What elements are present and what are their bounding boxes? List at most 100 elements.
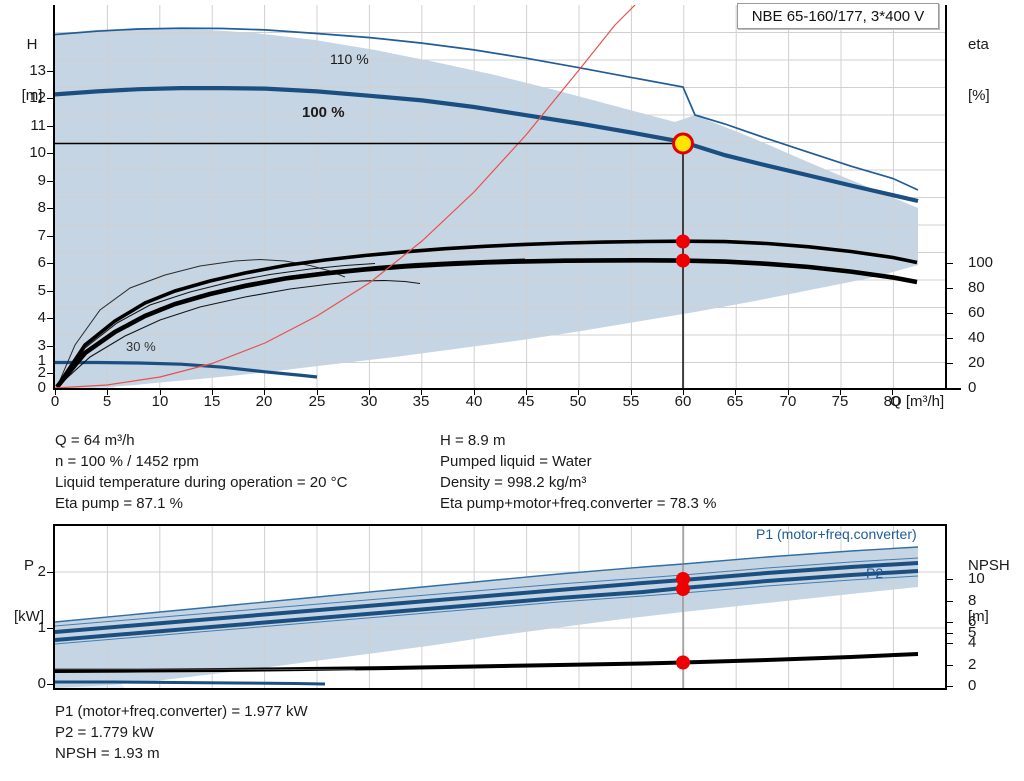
npsh-tick-0: 0 xyxy=(968,677,977,694)
annotation-110-percent: 110 % xyxy=(330,51,369,67)
duty-dot-efficiency-total xyxy=(676,253,690,268)
xtick-0: 0 xyxy=(50,393,60,410)
npsh-tick-6: 6 xyxy=(968,613,977,630)
xtick-60: 60 xyxy=(674,393,692,410)
ytick-13: 13 xyxy=(29,62,46,79)
xtick-80: 80 xyxy=(883,393,901,410)
ytickmark-12 xyxy=(47,98,53,99)
eta-tickmark-40 xyxy=(947,337,953,339)
xtickmark-40 xyxy=(474,389,475,395)
top-chart-y-axis-line xyxy=(53,5,55,390)
xtickmark-65 xyxy=(735,389,736,395)
bottom-chart-x-axis-line xyxy=(53,688,947,690)
npsh-tick-4: 4 xyxy=(968,634,977,651)
ytick-3: 3 xyxy=(37,337,46,354)
top-chart-svg xyxy=(55,5,945,388)
info-left-line-3: Eta pump = 87.1 % xyxy=(55,495,183,512)
duty-dot-p1 xyxy=(676,572,690,586)
xtickmark-50 xyxy=(578,389,579,395)
ytick-6: 6 xyxy=(37,254,46,271)
info-bottom-line-2: NPSH = 1.93 m xyxy=(55,745,160,762)
info-block-left: Q = 64 m³/h n = 100 % / 1452 rpm Liquid … xyxy=(55,430,347,514)
bottom-chart-y2-axis-title-line1: NPSH xyxy=(968,557,1010,574)
duty-point-marker xyxy=(672,132,694,155)
xtickmark-30 xyxy=(369,389,370,395)
xtick-15: 15 xyxy=(203,393,221,410)
curve-efficiency-pump xyxy=(55,239,918,388)
xtickmark-55 xyxy=(631,389,632,395)
eta-tick-40: 40 xyxy=(968,329,985,346)
xtick-10: 10 xyxy=(151,393,169,410)
eta-tick-100: 100 xyxy=(968,254,994,271)
eta-tick-80: 80 xyxy=(968,279,985,296)
xtick-50: 50 xyxy=(569,393,587,410)
xtickmark-80 xyxy=(892,389,893,395)
eta-tick-60: 60 xyxy=(968,304,985,321)
npsh-tickmark-4 xyxy=(947,642,953,644)
band-line-upper xyxy=(55,546,919,623)
legend-p2: P2 xyxy=(866,565,884,581)
info-right-line-1: Pumped liquid = Water xyxy=(440,453,592,470)
curve-efficiency-thin-small xyxy=(56,258,346,388)
npsh-tick-10: 10 xyxy=(968,570,985,587)
bottom-chart-y-axis-title-line1: P xyxy=(23,557,34,574)
duty-dot-efficiency-pump xyxy=(676,234,690,249)
ytick-0: 0 xyxy=(37,379,46,396)
info-right-line-0: H = 8.9 m xyxy=(440,432,506,449)
top-chart-y2-axis-title: eta [%] xyxy=(968,2,1018,138)
xtickmark-70 xyxy=(788,389,789,395)
ytick-1b: 1 xyxy=(37,352,46,369)
eta-tick-20: 20 xyxy=(968,354,985,371)
p-tick-1: 1 xyxy=(37,619,46,636)
xtick-55: 55 xyxy=(622,393,640,410)
npsh-tick-5: 5 xyxy=(968,624,977,641)
ytickmark-9 xyxy=(47,180,53,182)
bottom-chart-y2-axis-line xyxy=(945,524,947,690)
curve-p1 xyxy=(55,561,919,634)
npsh-tickmark-5 xyxy=(947,632,953,634)
p-tickmark-0 xyxy=(47,683,53,685)
info-left-line-2: Liquid temperature during operation = 20… xyxy=(55,474,348,491)
bottom-chart-y-axis-line xyxy=(53,524,55,690)
curve-power-sub-curves xyxy=(55,557,919,645)
bottom-chart-y-axis-title-line2: [kW] xyxy=(14,608,44,625)
curve-head-110 xyxy=(55,27,919,191)
legend-p1: P1 (motor+freq.converter) xyxy=(756,526,917,542)
xtickmark-25 xyxy=(317,389,318,395)
top-chart-y-axis-title: H [m] xyxy=(12,2,52,138)
npsh-tickmark-10 xyxy=(947,578,953,580)
npsh-tick-8: 8 xyxy=(968,592,977,609)
ytick-7: 7 xyxy=(37,227,46,244)
top-chart-y2-axis-title-line2: [%] xyxy=(968,87,990,104)
ytick-10: 10 xyxy=(29,144,46,161)
ytickmark-13 xyxy=(47,70,53,72)
top-chart-y-axis-title-line1: H xyxy=(26,36,38,53)
eta-tickmark-0 xyxy=(947,387,953,389)
info-block-bottom: P1 (motor+freq.converter) = 1.977 kW P2 … xyxy=(55,701,308,764)
curve-npsh-thin xyxy=(55,668,356,671)
xtick-70: 70 xyxy=(779,393,797,410)
curve-power-low-speed xyxy=(55,680,326,686)
ytickmark-10 xyxy=(47,153,53,154)
top-chart-plot-area xyxy=(55,5,945,388)
ytick-9: 9 xyxy=(37,172,46,189)
xtickmark-60 xyxy=(683,389,684,395)
ytickmark-5 xyxy=(47,290,53,292)
curve-efficiency-total xyxy=(55,257,918,388)
xtickmark-10 xyxy=(160,389,161,395)
top-chart-grid-vertical xyxy=(106,5,894,388)
curve-system-red xyxy=(55,5,636,388)
bottom-chart-svg xyxy=(55,524,945,688)
top-chart-y2-axis-line xyxy=(945,5,947,390)
p-tick-2: 2 xyxy=(37,563,46,580)
pump-model-title: NBE 65-160/177, 3*400 V xyxy=(737,3,939,29)
ytick-4: 4 xyxy=(37,309,46,326)
info-left-line-0: Q = 64 m³/h xyxy=(55,432,135,449)
eta-tickmark-100 xyxy=(947,262,953,264)
curve-efficiency-sub-curves xyxy=(56,258,526,388)
xtickmark-75 xyxy=(840,389,841,395)
p-tickmark-2 xyxy=(47,571,53,573)
xtick-35: 35 xyxy=(412,393,430,410)
curve-p2 xyxy=(55,569,919,642)
curve-npsh xyxy=(55,652,919,673)
